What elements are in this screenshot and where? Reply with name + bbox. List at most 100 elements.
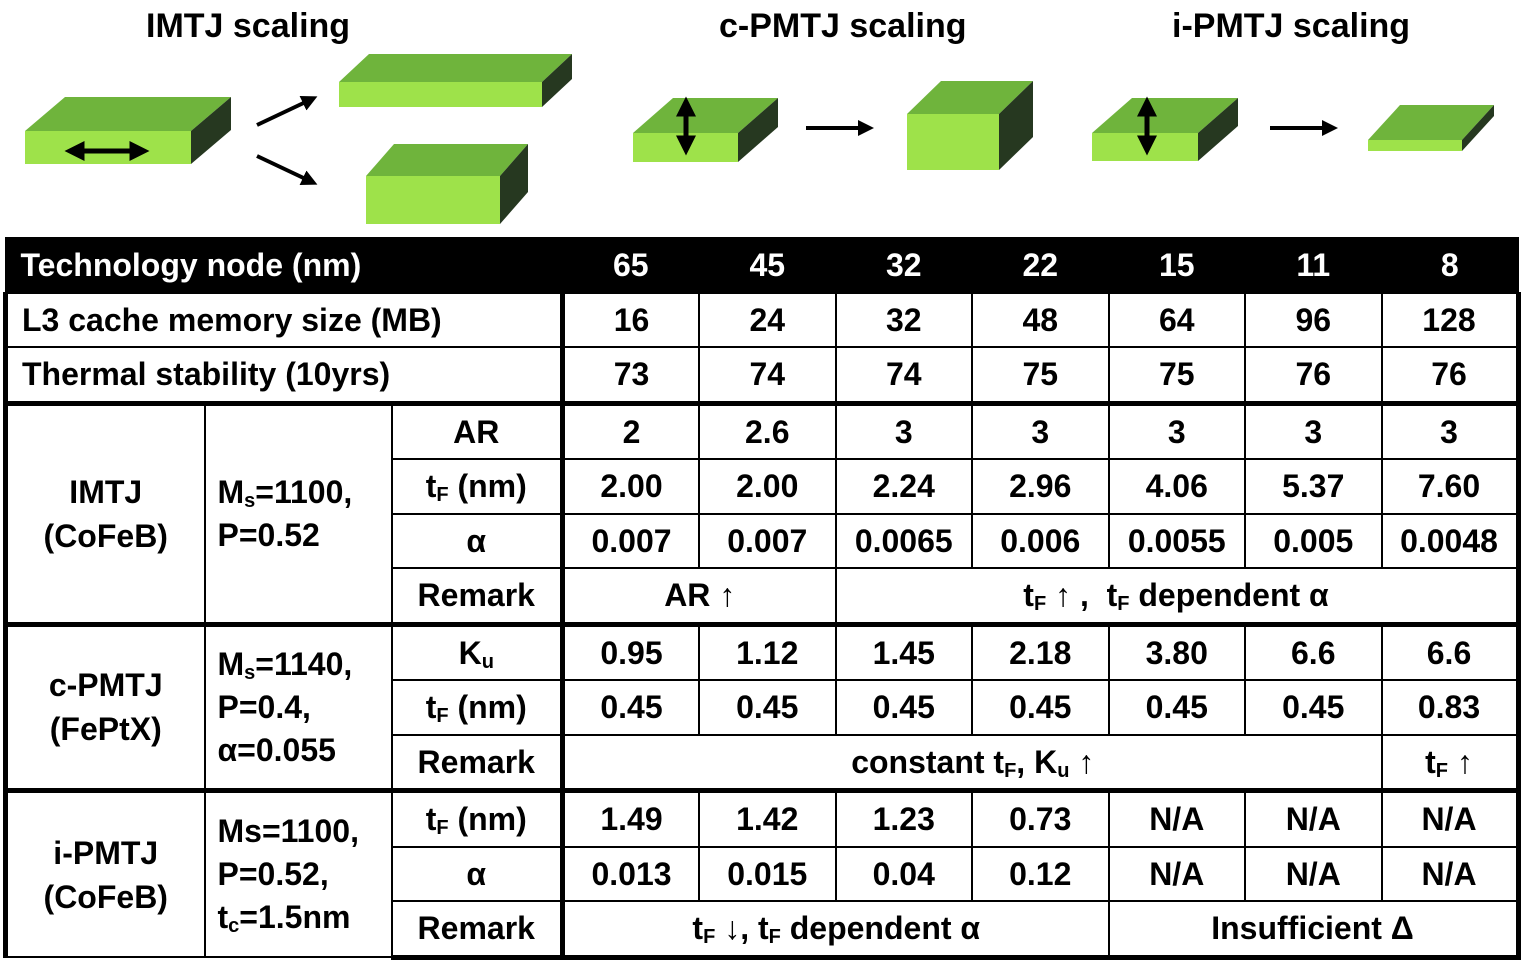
tf-value: N/A: [1380, 788, 1521, 848]
alpha-value: 0.04: [834, 845, 973, 902]
tf-value: 1.23: [834, 788, 973, 848]
node-value: 32: [834, 237, 973, 294]
alpha-value: 0.0055: [1107, 512, 1246, 569]
ipmtj-params-cell: Ms=1100, P=0.52, tc=1.5nm: [203, 788, 393, 958]
mtj-block-side-face: [542, 54, 572, 107]
ku-value: 6.6: [1380, 621, 1521, 681]
cache-size-label: L3 cache memory size (MB): [3, 291, 565, 348]
ku-value: 1.12: [698, 621, 837, 681]
thermal-value: 73: [561, 346, 700, 404]
cpmtj-remark-2: tF ↑: [1380, 733, 1521, 792]
cpmtj-scaling-heading: c-PMTJ scaling: [719, 7, 967, 45]
technology-node-label: Technology node (nm): [4, 237, 564, 294]
imtj-param-ms-value: =1100,: [255, 473, 353, 510]
remark-text: ↑: [1447, 743, 1473, 780]
ku-value: 6.6: [1244, 621, 1383, 681]
cache-value: 128: [1380, 291, 1521, 348]
tf-value: 2.00: [561, 458, 700, 515]
ipmtj-material: (CoFeB): [43, 878, 168, 915]
mtj-block-top-face: [366, 144, 528, 176]
ar-value: 3: [1244, 400, 1383, 460]
cpmtj-params-cell: Ms=1140, P=0.4, α=0.055: [203, 621, 393, 792]
cpmtj-remark-label: Remark: [390, 733, 565, 792]
cpmtj-remark-row: Remark constant tF, Ku ↑ tF ↑: [6, 733, 1521, 792]
tf-value: 2.96: [971, 458, 1110, 515]
cache-value: 48: [971, 291, 1110, 348]
ipmtj-alpha-label: α: [390, 845, 565, 902]
remark-text: ↑: [1069, 743, 1095, 780]
ipmtj-name-cell: i-PMTJ (CoFeB): [3, 788, 206, 958]
thermal-stability-label: Thermal stability (10yrs): [3, 346, 565, 404]
mtj-block-front-face: [907, 114, 999, 170]
alpha-value: 0.015: [698, 845, 837, 902]
mtj-block-front-face: [366, 176, 500, 224]
ipmtj-name: i-PMTJ: [53, 834, 159, 871]
cache-size-row: L3 cache memory size (MB) 16 24 32 48 64…: [3, 291, 1521, 348]
ipmtj-remark-2: Insufficient Δ: [1107, 900, 1521, 960]
ar-value: 3: [834, 400, 973, 460]
imtj-remark-row: Remark AR ↑ tF ↑ , tF dependent α: [6, 567, 1521, 625]
tf-value: 2.00: [698, 458, 837, 515]
cpmtj-param-p: P=0.4,: [217, 688, 311, 725]
remark-sub: F: [1033, 593, 1047, 616]
ar-value: 2.6: [698, 400, 837, 460]
tf-value: N/A: [1107, 788, 1246, 848]
tf-sub: F: [436, 705, 449, 728]
thermal-value: 76: [1380, 346, 1521, 404]
tf-value: 1.49: [561, 788, 700, 848]
tf-value: 0.45: [971, 679, 1110, 736]
tf-symbol: t: [425, 468, 437, 505]
mtj-block-side-face: [738, 98, 778, 162]
imtj-ar-row: IMTJ (CoFeB) Ms=1100, P=0.52 AR 2 2.6 3 …: [3, 400, 1521, 625]
tf-value: 0.45: [1244, 679, 1383, 736]
mtj-block-side-face: [1198, 98, 1238, 161]
cpmtj-ku-row: c-PMTJ (FePtX) Ms=1140, P=0.4, α=0.055 K…: [3, 621, 1521, 792]
tf-sub: F: [436, 484, 449, 507]
alpha-value: N/A: [1107, 845, 1246, 902]
alpha-value: N/A: [1380, 845, 1521, 902]
thermal-stability-row: Thermal stability (10yrs) 73 74 74 75 75…: [3, 346, 1521, 404]
tf-sub: F: [436, 817, 449, 840]
tf-value: 5.37: [1244, 458, 1383, 515]
ar-label: AR: [390, 400, 565, 460]
cache-value: 96: [1244, 291, 1383, 348]
node-value: 65: [561, 237, 700, 294]
thermal-value: 75: [1107, 346, 1246, 404]
remark-text: dependent α: [1129, 577, 1329, 614]
remark-text: t: [692, 910, 704, 947]
thermal-value: 74: [698, 346, 837, 404]
tf-value: 0.83: [1380, 679, 1521, 736]
remark-sub: F: [768, 926, 781, 949]
tf-unit: (nm): [448, 801, 527, 838]
mtj-block-side-face: [191, 97, 231, 164]
tf-value: 2.24: [834, 458, 973, 515]
ipmtj-tf-label: tF (nm): [390, 788, 565, 848]
ku-value: 0.95: [561, 621, 700, 681]
cpmtj-name: c-PMTJ: [48, 667, 163, 704]
scaling-illustration: [25, 54, 1494, 224]
tf-value: 0.73: [971, 788, 1110, 848]
scaling-arrow-icon: [256, 154, 318, 185]
cache-value: 24: [698, 291, 837, 348]
imtj-params-cell: Ms=1100, P=0.52: [203, 400, 393, 625]
ipmtj-param-tc-value: =1.5nm: [239, 899, 351, 935]
mtj-block-front-face: [25, 131, 191, 164]
node-value: 8: [1380, 237, 1519, 294]
tf-symbol: t: [425, 689, 437, 726]
mtj-block-front-face: [339, 82, 542, 107]
mtj-block-top-face: [907, 81, 1033, 114]
remark-sub: F: [703, 926, 716, 949]
imtj-material: (CoFeB): [43, 517, 168, 554]
ipmtj-param-tc: t: [217, 899, 229, 935]
remark-text: t: [1023, 577, 1034, 614]
ipmtj-alpha-row: α 0.013 0.015 0.04 0.12 N/A N/A N/A: [6, 845, 1521, 902]
cpmtj-param-ms-value: =1140,: [255, 645, 353, 682]
ku-value: 1.45: [834, 621, 973, 681]
cpmtj-param-ms: M: [217, 645, 245, 682]
imtj-remark-2: tF ↑ , tF dependent α: [834, 567, 1521, 625]
imtj-param-ms: M: [217, 473, 245, 510]
node-value: 22: [971, 237, 1110, 294]
thermal-value: 74: [834, 346, 973, 404]
cache-value: 64: [1107, 291, 1246, 348]
remark-sub: F: [1435, 759, 1448, 782]
